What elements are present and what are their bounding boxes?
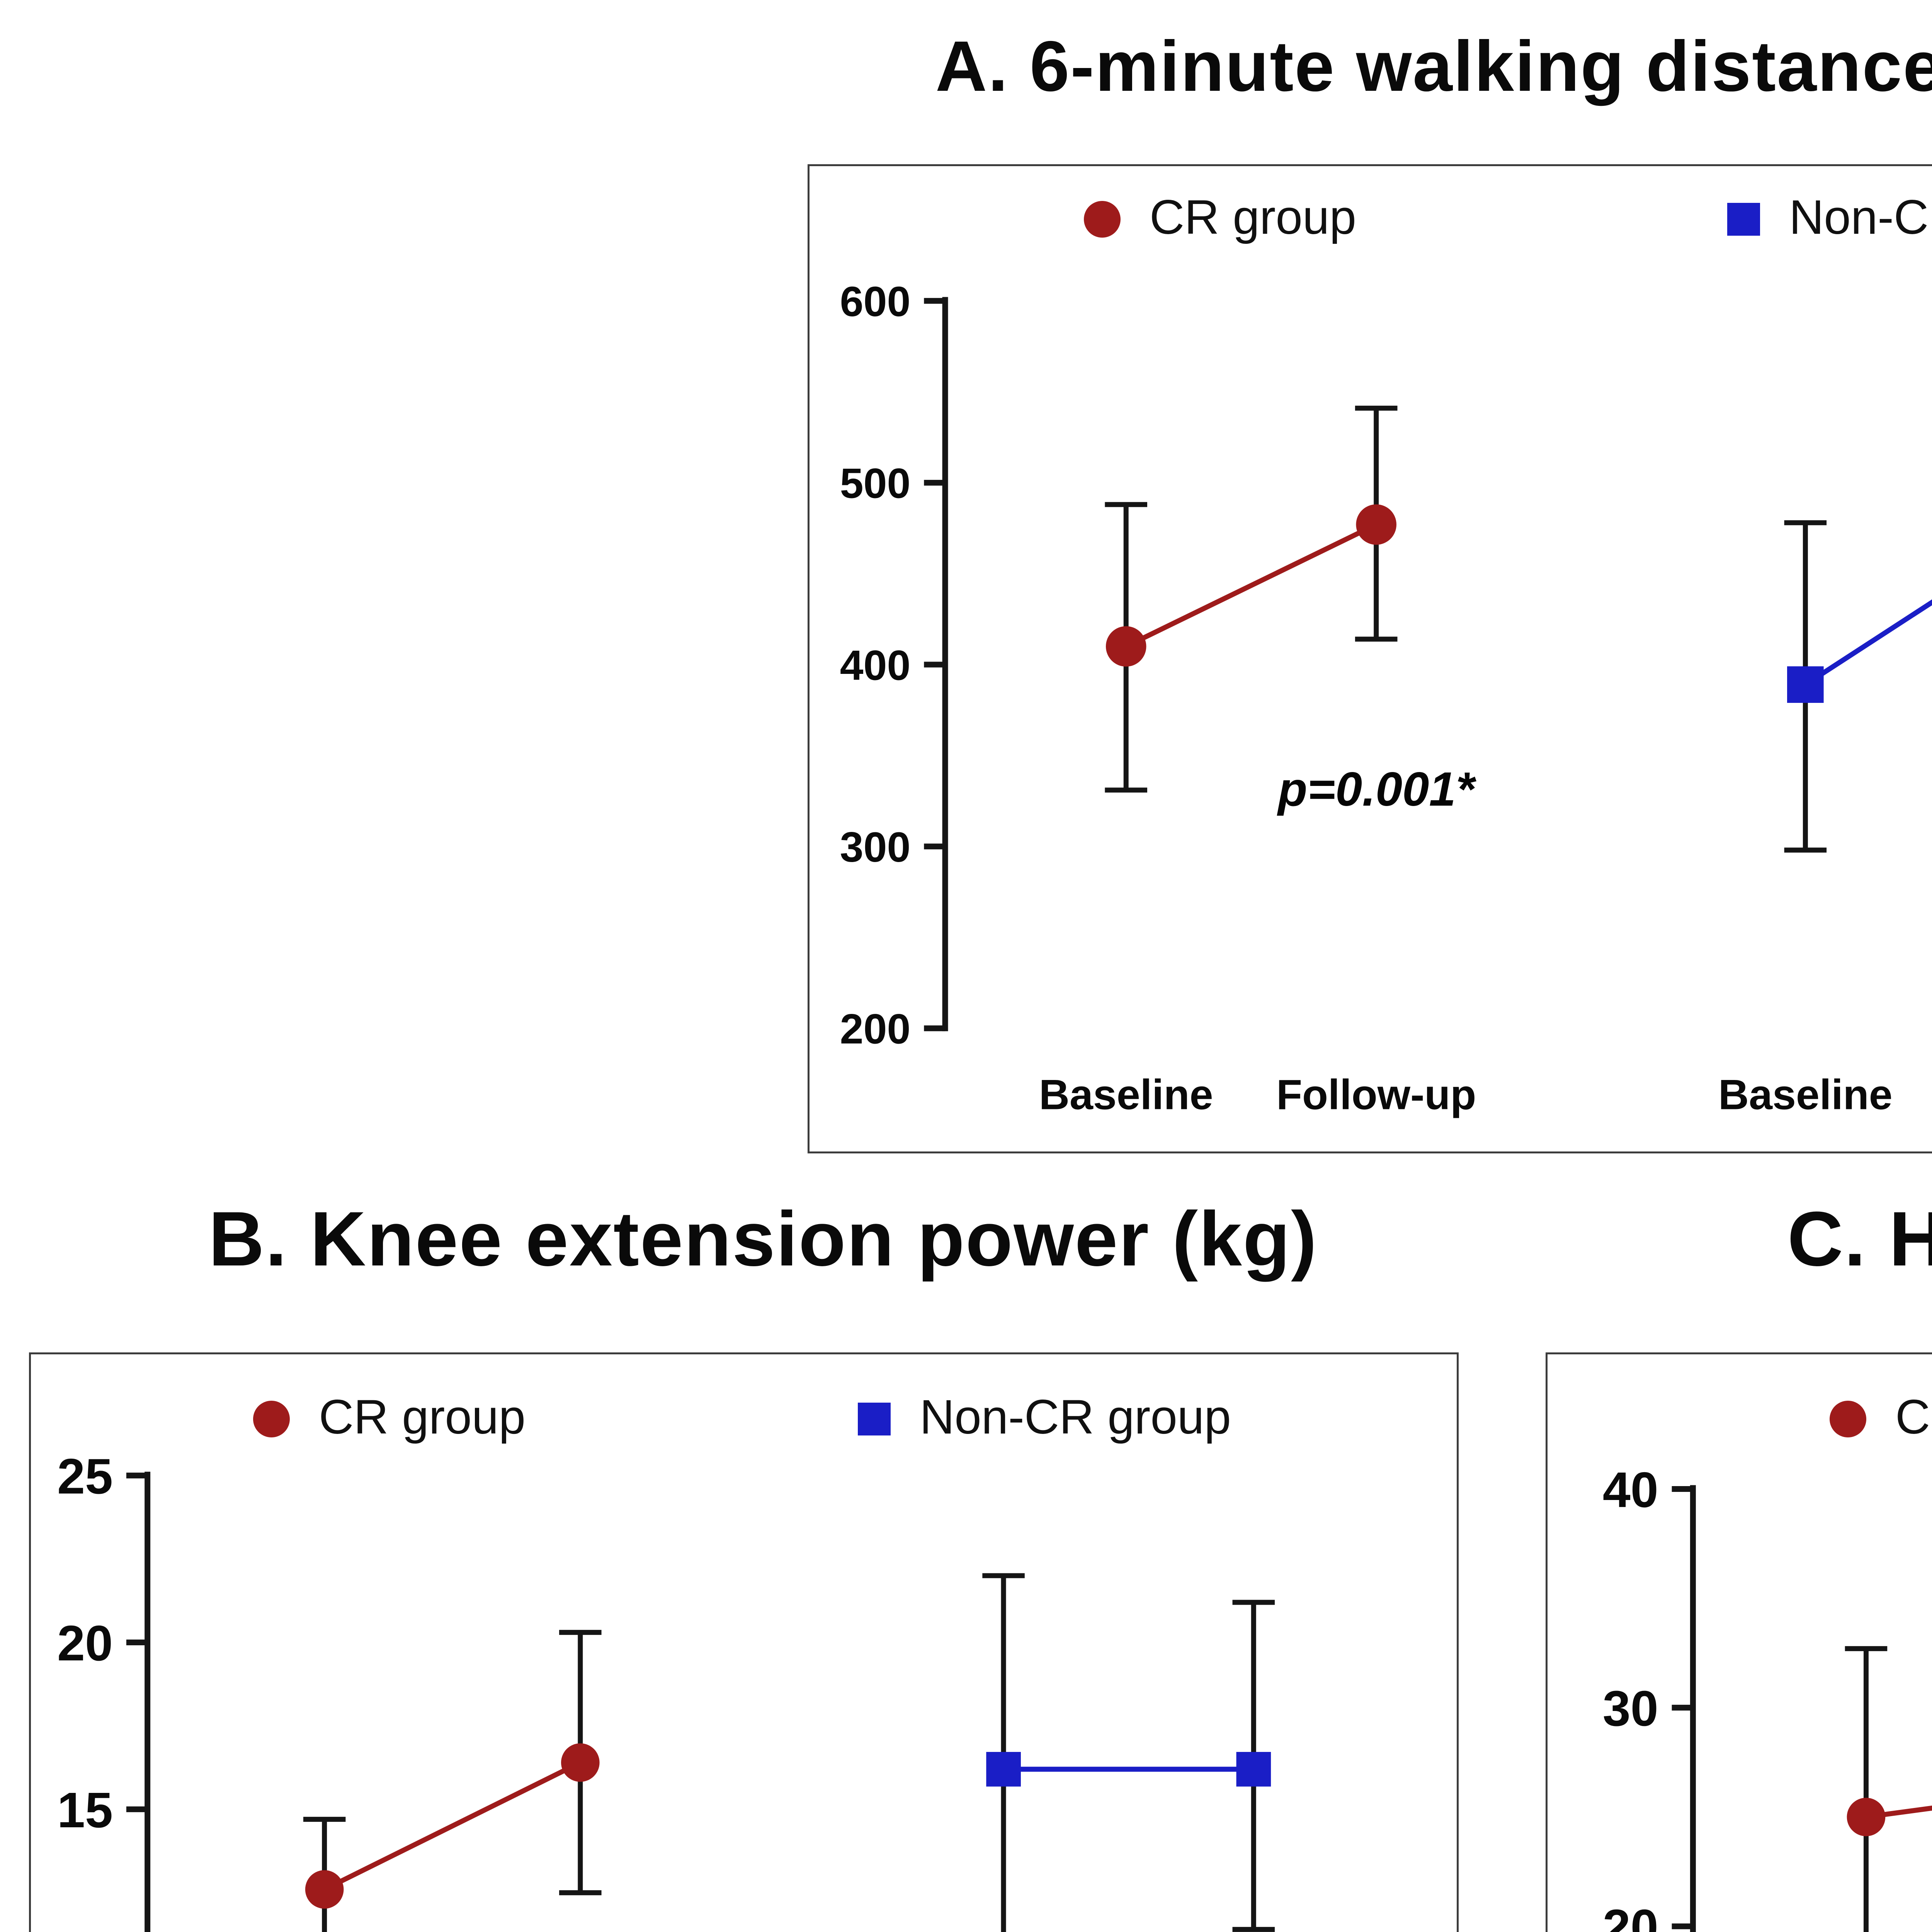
panel-c-title: C. Handgrip strength (kg) (1787, 1198, 1932, 1283)
panel-a-chart: CR group Non-CR group 600 500 400 300 200 Bas… (808, 164, 1932, 1153)
p-value-annotation: p=0.001* (1277, 762, 1476, 816)
panel-b-chart: CR group Non-CR group 252015105BaselineF… (29, 1352, 1459, 1932)
data-point (1236, 1752, 1271, 1787)
data-point (1105, 626, 1146, 667)
y-tick-label: 15 (57, 1782, 113, 1838)
noncr-group-marker-icon (1727, 203, 1760, 236)
data-point (1847, 1798, 1886, 1837)
series-line (1125, 522, 1378, 649)
panel-a-title: A. 6-minute walking distance (m) (935, 27, 1932, 106)
data-point (561, 1743, 600, 1782)
legend-item-noncr: Non-CR group (1727, 191, 1932, 245)
x-category-label: Baseline (1718, 1071, 1893, 1118)
cr-group-marker-icon (1830, 1401, 1866, 1437)
noncr-group-marker-icon (858, 1403, 891, 1435)
legend-label-noncr: Non-CR group (1789, 191, 1932, 245)
y-tick-label: 300 (840, 824, 911, 871)
legend-item-cr: CR group (1830, 1391, 1932, 1445)
y-tick-label: 20 (57, 1616, 113, 1671)
legend-item-cr: CR group (1084, 191, 1356, 245)
y-tick-label: 400 (840, 642, 911, 689)
data-point (1787, 666, 1824, 703)
y-tick-label: 200 (840, 1006, 911, 1053)
cr-group-marker-icon (253, 1401, 290, 1437)
data-point (1356, 504, 1396, 545)
y-tick-label: 25 (57, 1449, 113, 1504)
panel-c-chart: CR group Non-CR group 40302010BaselineFo… (1546, 1352, 1932, 1932)
legend-item-cr: CR group (253, 1391, 526, 1445)
y-tick-label: 30 (1603, 1681, 1658, 1736)
cr-group-marker-icon (1084, 201, 1121, 238)
panel-b-plot: 252015105BaselineFollow-upBaselineFollow… (57, 1449, 1275, 1932)
x-category-label: Baseline (1039, 1071, 1213, 1118)
y-tick-label: 600 (840, 278, 911, 325)
data-point (305, 1870, 344, 1909)
y-tick-label: 500 (840, 460, 911, 507)
panel-a-plot: 600 500 400 300 200 Baseline Follow-up Baseline… (840, 278, 1932, 1118)
legend-item-noncr: Non-CR group (858, 1391, 1231, 1445)
legend-label-noncr: Non-CR group (920, 1391, 1231, 1445)
panel-b-title: B. Knee extension power (kg) (208, 1198, 1318, 1283)
y-tick-label: 20 (1603, 1900, 1658, 1932)
series-line (1804, 599, 1932, 687)
legend-label-cr: CR group (319, 1391, 526, 1445)
series-line (1866, 1805, 1932, 1820)
panel-c-plot: 40302010BaselineFollow-upBaselineFollow-… (1603, 1462, 1932, 1932)
y-tick-label: 40 (1603, 1462, 1658, 1518)
legend-label-cr: CR group (1895, 1391, 1932, 1445)
data-point (986, 1752, 1021, 1787)
legend-label-cr: CR group (1150, 191, 1356, 245)
x-category-label: Follow-up (1276, 1071, 1476, 1118)
series-line (323, 1760, 582, 1892)
